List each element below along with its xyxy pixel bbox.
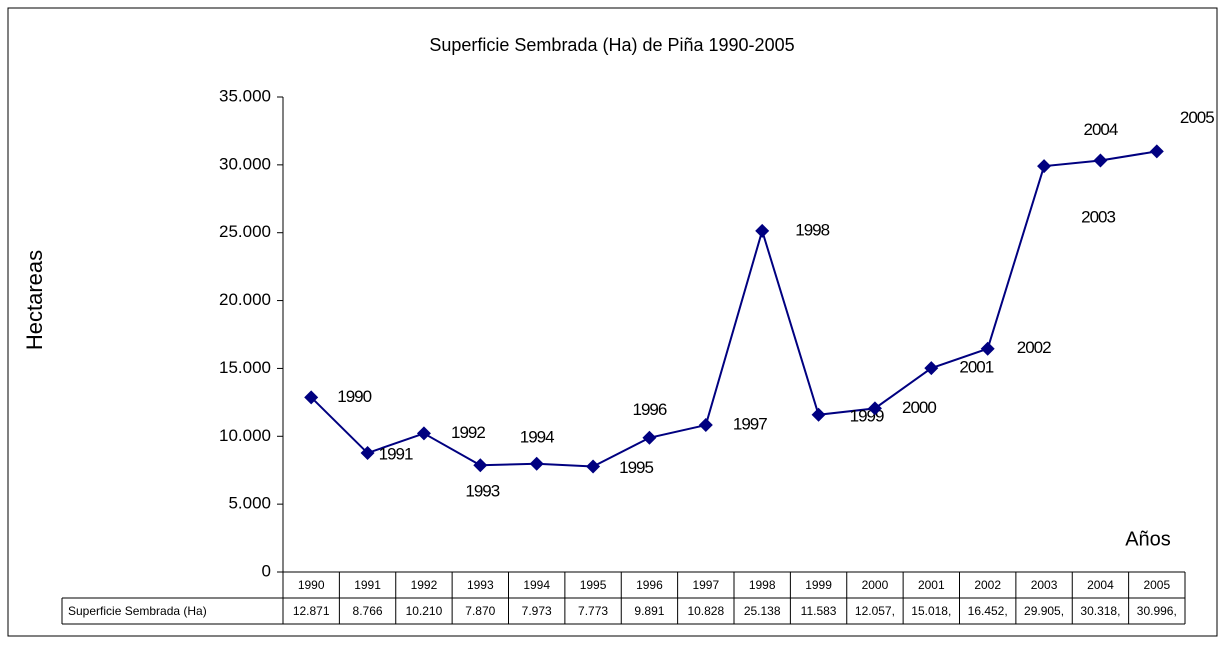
point-label: 2005 <box>1180 108 1214 127</box>
y-tick-label: 20.000 <box>219 290 271 309</box>
x-tick-label: 1995 <box>580 578 607 592</box>
table-value: 9.891 <box>634 604 664 618</box>
point-label: 1997 <box>733 415 767 434</box>
table-value: 25.138 <box>744 604 781 618</box>
table-value: 30.996, <box>1137 604 1177 618</box>
point-label: 1998 <box>795 220 829 239</box>
chart-title: Superficie Sembrada (Ha) de Piña 1990-20… <box>429 35 794 55</box>
table-value: 8.766 <box>353 604 383 618</box>
series-line <box>310 150 1157 468</box>
x-tick-label: 2002 <box>974 578 1001 592</box>
x-tick-label: 2005 <box>1143 578 1170 592</box>
data-point <box>1093 153 1108 168</box>
x-tick-label: 1999 <box>805 578 832 592</box>
x-tick-label: 1992 <box>411 578 438 592</box>
data-point <box>1037 159 1052 174</box>
x-tick-label: 1997 <box>692 578 719 592</box>
point-label: 1995 <box>619 458 653 477</box>
point-label: 2002 <box>1017 338 1051 357</box>
data-point <box>698 418 713 433</box>
y-tick-label: 15.000 <box>219 358 271 377</box>
table-value: 12.871 <box>293 604 330 618</box>
data-point <box>755 223 770 238</box>
data-point <box>924 361 939 376</box>
table-value: 7.773 <box>578 604 608 618</box>
point-label: 2000 <box>902 398 936 417</box>
point-label: 1990 <box>337 387 371 406</box>
y-tick-label: 10.000 <box>219 426 271 445</box>
chart-border <box>7 7 1218 637</box>
table-value: 7.973 <box>522 604 552 618</box>
y-axis-label: Hectareas <box>22 250 47 350</box>
x-tick-label: 2001 <box>918 578 945 592</box>
table-value: 7.870 <box>465 604 495 618</box>
data-point <box>473 458 488 473</box>
table-value: 15.018, <box>911 604 951 618</box>
data-point <box>1149 144 1164 159</box>
legend-label: Superficie Sembrada (Ha) <box>68 604 207 618</box>
x-tick-label: 1993 <box>467 578 494 592</box>
point-label: 1996 <box>633 400 667 419</box>
table-value: 12.057, <box>855 604 895 618</box>
data-point <box>811 407 826 422</box>
data-point <box>980 341 995 356</box>
point-label: 1992 <box>451 423 485 442</box>
x-tick-label: 1990 <box>298 578 325 592</box>
y-tick-label: 30.000 <box>219 154 271 173</box>
table-value: 30.318, <box>1080 604 1120 618</box>
data-point <box>529 456 544 471</box>
data-point <box>304 390 319 405</box>
data-point <box>416 426 431 441</box>
x-tick-label: 1996 <box>636 578 663 592</box>
table-value: 10.210 <box>406 604 443 618</box>
point-label: 2003 <box>1081 208 1115 227</box>
x-tick-label: 1994 <box>523 578 550 592</box>
point-label: 2004 <box>1084 120 1118 139</box>
x-tick-label: 2004 <box>1087 578 1114 592</box>
y-tick-label: 5.000 <box>228 494 271 513</box>
data-point <box>360 446 375 461</box>
x-tick-label: 2003 <box>1031 578 1058 592</box>
point-label: 1993 <box>465 482 499 501</box>
data-point <box>867 401 882 416</box>
table-value: 29.905, <box>1024 604 1064 618</box>
data-point <box>642 430 657 445</box>
point-label: 1994 <box>520 427 554 446</box>
x-axis-label: Años <box>1125 528 1171 550</box>
point-label: 2001 <box>959 358 993 377</box>
y-tick-label: 35.000 <box>219 86 271 105</box>
data-point <box>586 459 601 474</box>
table-value: 10.828 <box>687 604 724 618</box>
point-label: 1991 <box>379 445 413 464</box>
table-value: 11.583 <box>801 604 837 618</box>
table-value: 16.452, <box>968 604 1008 618</box>
x-tick-label: 1991 <box>354 578 381 592</box>
x-tick-label: 1998 <box>749 578 776 592</box>
y-tick-label: 25.000 <box>219 222 271 241</box>
y-tick-label: 0 <box>262 561 271 580</box>
x-tick-label: 2000 <box>862 578 889 592</box>
